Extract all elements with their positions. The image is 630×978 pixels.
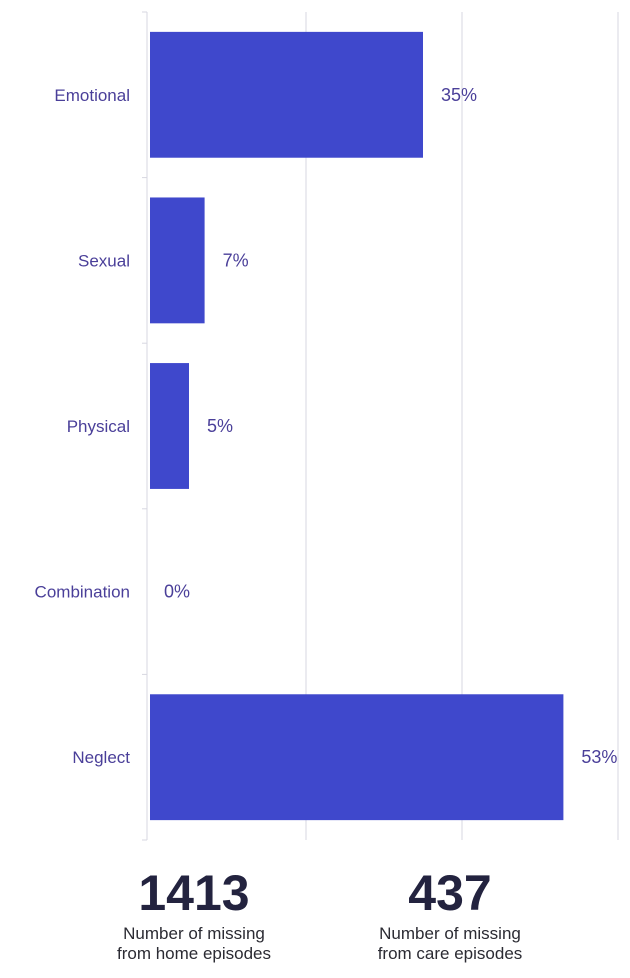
stat-home-label: Number of missing from home episodes — [116, 924, 272, 963]
category-label: Physical — [67, 417, 130, 436]
bar-neglect — [150, 694, 564, 821]
category-label: Sexual — [78, 251, 130, 270]
bar-physical — [150, 363, 189, 489]
stat-care-label: Number of missing from care episodes — [377, 924, 523, 963]
value-label: 5% — [207, 416, 233, 436]
value-label: 53% — [581, 747, 617, 767]
stat-care-value: 437 — [408, 865, 492, 921]
bar-chart: Emotional 35% Sexual 7% Physical 5% Combinatio… — [35, 11, 619, 841]
stat-missing-from-care: 437 Number of missing from care episodes — [300, 868, 600, 964]
label-layer: Emotional 35% Sexual 7% Physical 5% Combinatio… — [35, 85, 618, 767]
category-label: Emotional — [54, 86, 130, 105]
value-label: 0% — [164, 582, 190, 602]
category-label: Neglect — [72, 748, 130, 767]
value-label: 7% — [223, 250, 249, 270]
value-label: 35% — [441, 85, 477, 105]
stat-missing-from-home: 1413 Number of missing from home episode… — [44, 868, 344, 964]
bar-emotional — [150, 31, 423, 158]
category-label: Combination — [35, 583, 130, 602]
bar-sexual — [150, 197, 205, 324]
stat-home-value: 1413 — [138, 865, 250, 921]
bar-layer — [150, 31, 564, 821]
